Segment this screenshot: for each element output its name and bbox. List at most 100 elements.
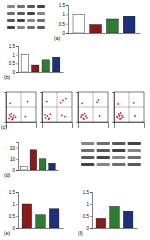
gate-line — [78, 107, 108, 108]
plot-area — [6, 92, 36, 122]
panel-label: (e) — [4, 230, 10, 236]
panel-label: (d) — [4, 172, 10, 178]
tick: 0 — [12, 168, 18, 173]
point — [47, 115, 49, 117]
axis-line — [16, 193, 19, 229]
blot-band — [17, 19, 25, 22]
tick-mark — [66, 24, 68, 25]
axis-line — [4, 93, 7, 123]
point — [119, 115, 121, 117]
point — [9, 103, 11, 105]
tick-mark — [16, 170, 18, 171]
tick-label: 1.5 — [9, 44, 16, 49]
tick: 0.5 — [9, 214, 18, 219]
frame — [6, 92, 36, 122]
point — [48, 118, 50, 120]
bar — [21, 167, 28, 170]
axis-line — [43, 123, 73, 129]
blot-band — [128, 156, 142, 159]
bar — [30, 150, 37, 170]
x-axis — [43, 123, 73, 129]
y-axis — [40, 93, 43, 123]
point — [96, 101, 98, 103]
blot-band — [7, 12, 15, 15]
panel-label: (c) — [1, 124, 7, 130]
plot-area — [78, 92, 108, 122]
point — [48, 118, 50, 120]
tick-label: 0.5 — [59, 22, 66, 27]
tick-label: 1.5 — [59, 3, 66, 8]
axis-line — [93, 228, 138, 229]
tick-label: 0 — [12, 168, 15, 173]
point — [44, 114, 46, 116]
point — [24, 116, 26, 118]
point — [64, 116, 66, 118]
bar — [123, 211, 133, 228]
bar — [21, 55, 28, 72]
blot-band — [17, 26, 25, 29]
point — [83, 118, 85, 120]
axis-line — [115, 123, 145, 129]
tick: 1 — [12, 53, 18, 58]
tick-mark — [16, 148, 18, 149]
point — [84, 113, 86, 115]
point — [15, 116, 17, 118]
point — [62, 100, 64, 102]
bar — [107, 19, 119, 33]
tick-mark — [16, 55, 18, 56]
y-axis: 0 0.5 1 1.5 — [59, 3, 69, 36]
blot-band — [97, 149, 111, 152]
tick-mark — [16, 204, 18, 205]
tick-label: 0 — [12, 226, 15, 231]
y-axis — [112, 93, 115, 123]
tick-label: 0 — [86, 226, 89, 231]
tick-mark — [66, 33, 68, 34]
axis-line — [7, 123, 37, 129]
bar — [53, 57, 60, 72]
axis-line — [69, 33, 141, 34]
tick-label: 20 — [10, 146, 16, 151]
axis-line — [16, 143, 19, 171]
tick-label: 10 — [10, 157, 16, 162]
blot-band — [37, 5, 45, 8]
tick-label: 0 — [62, 31, 65, 36]
frame — [78, 92, 108, 122]
tick-label: 1 — [12, 53, 15, 58]
point — [116, 116, 118, 118]
plot-area — [22, 204, 59, 228]
tick-label: 1 — [12, 202, 15, 207]
point — [86, 117, 88, 119]
y-axis — [4, 93, 7, 123]
blot-band — [112, 163, 126, 166]
y-axis: 0 10 20 — [10, 143, 19, 173]
tick: 0 — [12, 70, 18, 75]
blot-band — [128, 163, 142, 166]
blot-band — [27, 12, 35, 15]
point — [83, 118, 85, 120]
bar — [110, 206, 120, 228]
x-axis — [69, 33, 141, 35]
x-axis — [7, 123, 37, 129]
tick-label: 0.5 — [9, 61, 16, 66]
point — [60, 102, 62, 104]
tick-label: 1 — [62, 12, 65, 17]
tick: 0.5 — [9, 61, 18, 66]
axis-line — [66, 6, 69, 34]
blot-band — [81, 142, 95, 145]
tick: 20 — [10, 146, 18, 151]
point — [81, 103, 83, 105]
tick-mark — [16, 216, 18, 217]
blot-band — [112, 142, 126, 145]
point — [80, 116, 82, 118]
chart: 0 0.5 1 1.5 — [9, 44, 64, 75]
tick-mark — [16, 192, 18, 193]
chart: 0 0.5 1 1.5 — [59, 3, 141, 36]
blot-band — [7, 19, 15, 22]
point — [12, 117, 14, 119]
y-axis: 00.511.5 — [9, 190, 19, 231]
point — [11, 113, 13, 115]
tick-mark — [16, 228, 18, 229]
tick-label: 0 — [12, 70, 15, 75]
x-axis — [19, 72, 64, 74]
chart — [76, 92, 109, 128]
